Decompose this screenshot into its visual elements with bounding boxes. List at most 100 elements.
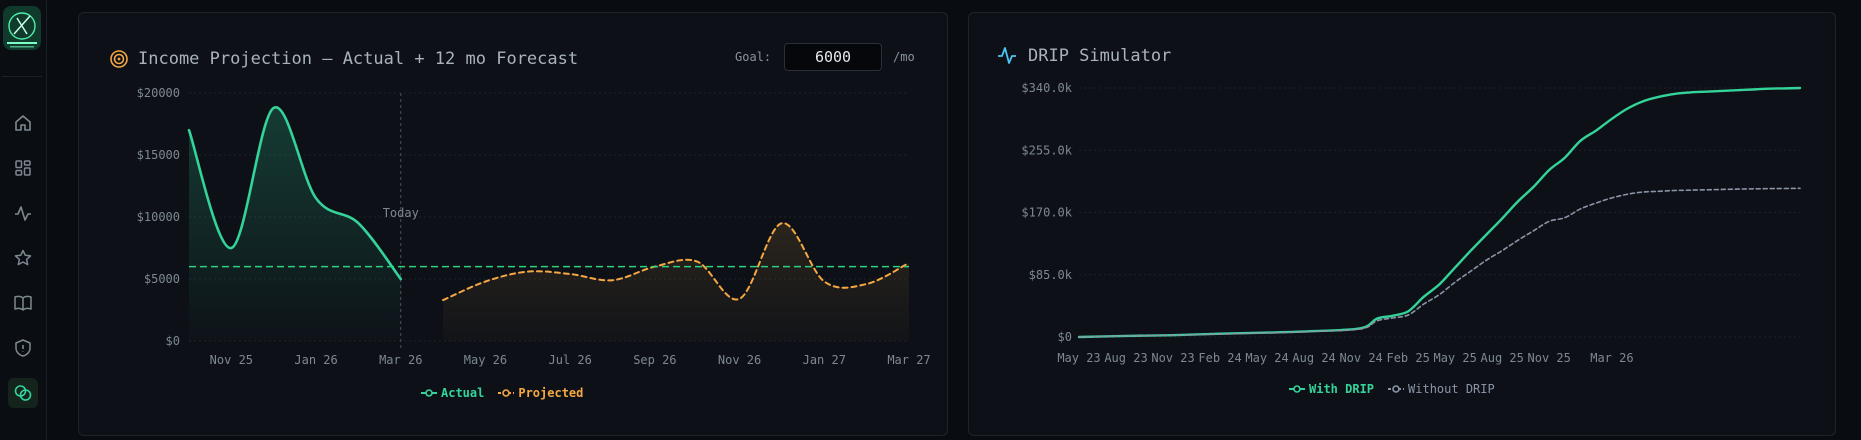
dashboard-icon[interactable] bbox=[8, 153, 38, 183]
coins-icon[interactable] bbox=[8, 378, 38, 408]
data-point[interactable] bbox=[1640, 189, 1646, 195]
data-point[interactable] bbox=[1421, 294, 1427, 300]
legend-item[interactable]: Without DRIP bbox=[1388, 382, 1495, 396]
data-point[interactable] bbox=[440, 297, 446, 303]
x-tick-label: May 24 bbox=[1245, 351, 1288, 365]
legend-swatch bbox=[421, 389, 437, 397]
activity-icon[interactable] bbox=[8, 198, 38, 228]
activity-icon bbox=[998, 47, 1016, 64]
data-point[interactable] bbox=[1781, 85, 1787, 91]
data-point[interactable] bbox=[1656, 94, 1662, 100]
drip-chart: $0 $85.0k $170.0k $255.0k $340.0k May 23 Aug 2… bbox=[1021, 81, 1803, 365]
data-point[interactable] bbox=[1797, 85, 1803, 91]
data-point[interactable] bbox=[1578, 206, 1584, 212]
data-point[interactable] bbox=[1546, 218, 1552, 224]
data-point[interactable] bbox=[779, 220, 785, 226]
data-point[interactable] bbox=[906, 260, 912, 266]
data-point[interactable] bbox=[737, 296, 743, 302]
star-icon[interactable] bbox=[8, 243, 38, 273]
data-point[interactable] bbox=[610, 277, 616, 283]
data-point[interactable] bbox=[1640, 98, 1646, 104]
drip-simulator-card: DRIP Simulator $0 $85.0k $170.0k $255.0k $34… bbox=[968, 12, 1836, 436]
data-point[interactable] bbox=[1499, 248, 1505, 254]
app-logo[interactable] bbox=[2, 4, 42, 77]
book-icon[interactable] bbox=[8, 288, 38, 318]
data-point[interactable] bbox=[1750, 86, 1756, 92]
data-point[interactable] bbox=[1734, 186, 1740, 192]
data-point[interactable] bbox=[271, 105, 277, 111]
data-point[interactable] bbox=[1405, 312, 1411, 318]
data-point[interactable] bbox=[1531, 228, 1537, 234]
drip-chart-legend: With DRIP Without DRIP bbox=[1289, 382, 1495, 396]
data-point[interactable] bbox=[1593, 127, 1599, 133]
data-point[interactable] bbox=[1781, 185, 1787, 191]
home-icon[interactable] bbox=[8, 108, 38, 138]
data-point[interactable] bbox=[1515, 199, 1521, 205]
data-point[interactable] bbox=[1578, 138, 1584, 144]
data-point[interactable] bbox=[1766, 86, 1772, 92]
data-point[interactable] bbox=[525, 269, 531, 275]
data-point[interactable] bbox=[398, 276, 404, 282]
legend-item[interactable]: Actual bbox=[421, 386, 484, 400]
data-point[interactable] bbox=[1311, 329, 1317, 335]
data-point[interactable] bbox=[1546, 167, 1552, 173]
data-point[interactable] bbox=[355, 220, 361, 226]
data-point[interactable] bbox=[1374, 318, 1380, 324]
data-point[interactable] bbox=[1609, 195, 1615, 201]
data-point[interactable] bbox=[1766, 186, 1772, 192]
actual-line bbox=[187, 106, 403, 281]
data-point[interactable] bbox=[1358, 326, 1364, 332]
y-tick-label: $85.0k bbox=[1029, 268, 1073, 282]
data-point[interactable] bbox=[1264, 330, 1270, 336]
data-point[interactable] bbox=[1562, 155, 1568, 161]
data-point[interactable] bbox=[1484, 257, 1490, 263]
data-point[interactable] bbox=[821, 278, 827, 284]
data-point[interactable] bbox=[1719, 88, 1725, 94]
data-point[interactable] bbox=[1076, 334, 1082, 340]
data-point[interactable] bbox=[1750, 186, 1756, 192]
data-point[interactable] bbox=[1609, 116, 1615, 122]
data-point[interactable] bbox=[1687, 89, 1693, 95]
data-point[interactable] bbox=[1452, 264, 1458, 270]
shield-icon[interactable] bbox=[8, 333, 38, 363]
data-point[interactable] bbox=[1703, 187, 1709, 193]
data-point[interactable] bbox=[567, 271, 573, 277]
data-point[interactable] bbox=[1562, 215, 1568, 221]
goal-input[interactable] bbox=[784, 43, 882, 71]
data-point[interactable] bbox=[1484, 231, 1490, 237]
data-point[interactable] bbox=[1734, 87, 1740, 93]
data-point[interactable] bbox=[1625, 106, 1631, 112]
data-point[interactable] bbox=[482, 278, 488, 284]
data-point[interactable] bbox=[186, 127, 192, 133]
data-point[interactable] bbox=[1468, 268, 1474, 274]
data-point[interactable] bbox=[1452, 279, 1458, 285]
projected-area bbox=[443, 223, 909, 341]
data-point[interactable] bbox=[1703, 89, 1709, 95]
data-point[interactable] bbox=[228, 245, 234, 251]
legend-item[interactable]: With DRIP bbox=[1289, 382, 1374, 396]
data-point[interactable] bbox=[1656, 188, 1662, 194]
legend-label: Actual bbox=[441, 386, 485, 400]
data-point[interactable] bbox=[1123, 333, 1129, 339]
data-point[interactable] bbox=[1437, 281, 1443, 287]
data-point[interactable] bbox=[864, 281, 870, 287]
data-point[interactable] bbox=[1687, 187, 1693, 193]
data-point[interactable] bbox=[1593, 200, 1599, 206]
data-point[interactable] bbox=[1797, 185, 1803, 191]
legend-item[interactable]: Projected bbox=[498, 386, 583, 400]
data-point[interactable] bbox=[1719, 186, 1725, 192]
data-point[interactable] bbox=[1389, 315, 1395, 321]
data-point[interactable] bbox=[694, 259, 700, 265]
data-point[interactable] bbox=[1672, 91, 1678, 97]
data-point[interactable] bbox=[1437, 292, 1443, 298]
data-point[interactable] bbox=[313, 195, 319, 201]
data-point[interactable] bbox=[1217, 331, 1223, 337]
data-point[interactable] bbox=[1531, 184, 1537, 190]
data-point[interactable] bbox=[1170, 332, 1176, 338]
data-point[interactable] bbox=[1468, 248, 1474, 254]
data-point[interactable] bbox=[1499, 215, 1505, 221]
data-point[interactable] bbox=[1625, 191, 1631, 197]
data-point[interactable] bbox=[1515, 237, 1521, 243]
data-point[interactable] bbox=[1421, 301, 1427, 307]
data-point[interactable] bbox=[1672, 188, 1678, 194]
